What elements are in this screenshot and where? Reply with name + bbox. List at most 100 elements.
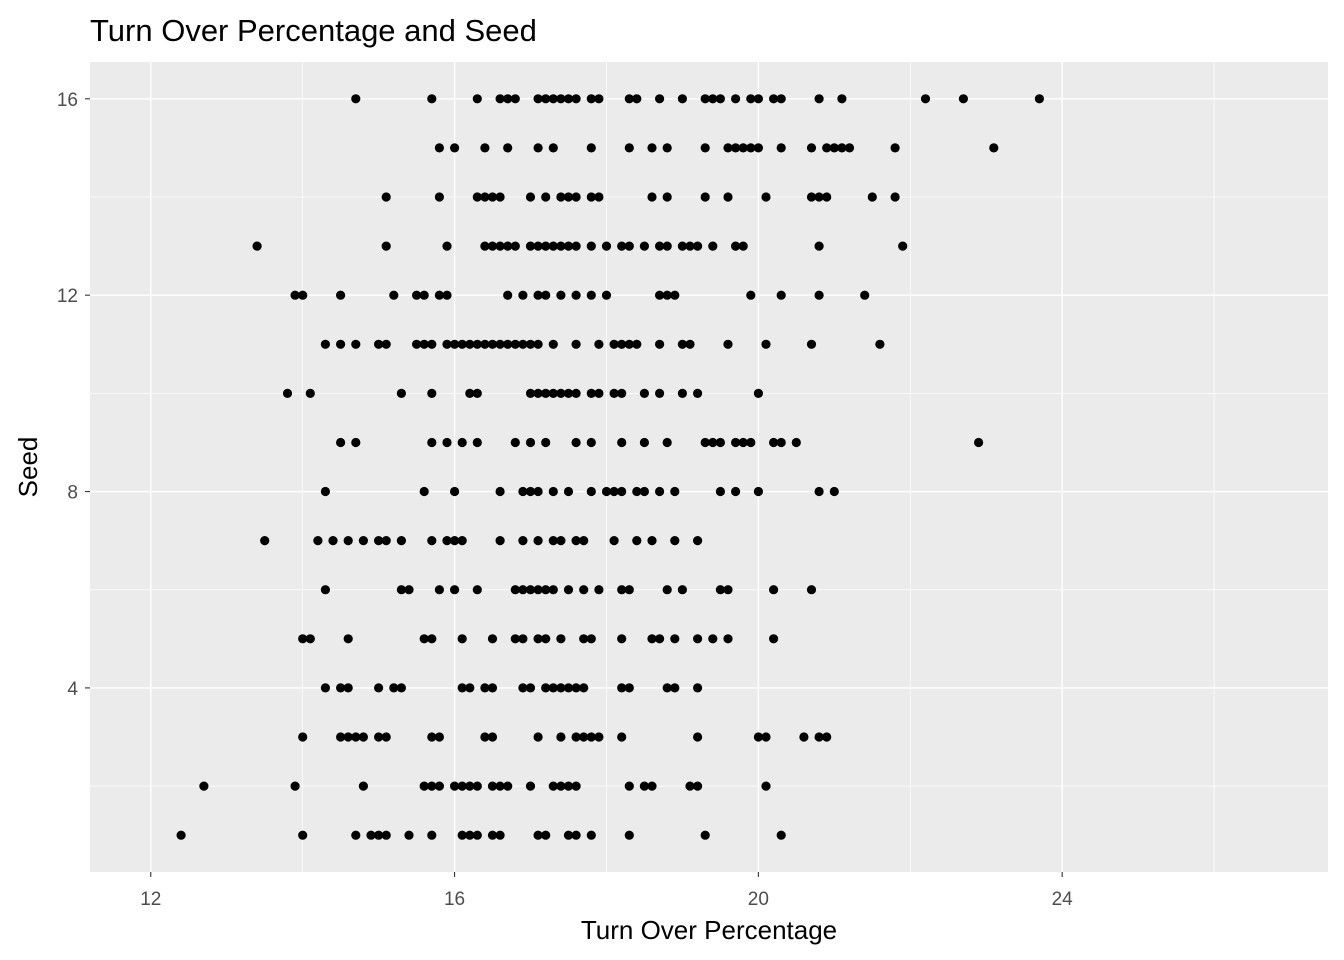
data-point: [381, 192, 391, 202]
data-point: [472, 585, 482, 595]
data-point: [427, 781, 437, 791]
data-point: [624, 683, 634, 693]
data-point: [594, 732, 604, 742]
data-point: [465, 683, 475, 693]
data-point: [518, 683, 528, 693]
data-point: [632, 536, 642, 546]
data-point: [586, 830, 596, 840]
data-point: [715, 585, 726, 595]
data-point: [753, 486, 764, 497]
data-point: [495, 536, 505, 546]
data-point: [298, 634, 308, 644]
data-point: [487, 241, 498, 251]
data-point: [442, 339, 452, 349]
data-point: [541, 241, 551, 251]
data-point: [662, 437, 672, 448]
data-point: [328, 536, 338, 546]
data-point: [677, 388, 688, 398]
data-point: [381, 830, 391, 840]
data-point: [518, 290, 528, 300]
data-point: [700, 143, 710, 153]
data-point: [677, 94, 688, 104]
data-point: [541, 683, 551, 693]
data-point: [708, 94, 718, 104]
data-point: [510, 437, 520, 448]
data-point: [586, 388, 596, 398]
data-point: [450, 536, 460, 546]
data-point: [814, 732, 824, 742]
data-point: [442, 536, 452, 546]
data-point: [814, 486, 824, 497]
data-point: [457, 536, 467, 546]
data-point: [450, 486, 460, 497]
data-point: [533, 732, 543, 742]
data-point: [753, 388, 764, 398]
data-point: [685, 241, 695, 251]
data-point: [336, 437, 346, 448]
data-point: [487, 339, 498, 349]
data-point: [503, 781, 513, 791]
data-point: [723, 192, 733, 202]
data-point: [617, 585, 627, 595]
data-point: [844, 143, 855, 153]
data-point: [829, 486, 839, 497]
data-point: [374, 339, 384, 349]
data-point: [898, 241, 908, 251]
data-point: [336, 290, 346, 300]
data-point: [723, 143, 733, 153]
data-point: [586, 732, 596, 742]
data-point: [518, 585, 528, 595]
data-point: [472, 437, 482, 448]
data-point: [761, 732, 771, 742]
data-point: [176, 830, 186, 840]
data-point: [389, 683, 399, 693]
y-tick-label: 8: [67, 483, 78, 504]
data-point: [624, 94, 634, 104]
data-point: [647, 634, 657, 644]
plot-panel: [90, 62, 1328, 872]
data-point: [533, 290, 543, 300]
data-point: [396, 388, 406, 398]
data-point: [814, 241, 824, 251]
data-point: [617, 339, 627, 349]
data-point: [343, 536, 353, 546]
data-point: [571, 830, 581, 840]
data-point: [419, 781, 429, 791]
data-point: [480, 732, 490, 742]
data-point: [556, 241, 566, 251]
data-point: [465, 339, 475, 349]
data-point: [715, 437, 726, 448]
data-point: [601, 241, 612, 251]
data-point: [677, 339, 688, 349]
data-point: [867, 192, 877, 202]
data-point: [837, 94, 847, 104]
data-point: [298, 830, 308, 840]
data-point: [480, 192, 490, 202]
data-point: [655, 388, 665, 398]
data-point: [442, 290, 452, 300]
data-point: [358, 781, 368, 791]
data-point: [639, 388, 650, 398]
data-point: [434, 290, 444, 300]
data-point: [693, 241, 703, 251]
data-point: [647, 192, 657, 202]
data-point: [700, 192, 710, 202]
data-point: [655, 241, 665, 251]
data-point: [457, 634, 467, 644]
data-point: [503, 143, 513, 153]
data-point: [525, 437, 536, 448]
data-point: [533, 536, 543, 546]
x-tick-label: 24: [1052, 889, 1074, 910]
data-point: [875, 339, 885, 349]
data-point: [579, 536, 589, 546]
data-point: [958, 94, 969, 104]
data-point: [518, 339, 528, 349]
data-point: [776, 143, 786, 153]
data-point: [586, 486, 596, 497]
data-point: [693, 781, 703, 791]
data-point: [510, 241, 520, 251]
data-point: [594, 339, 604, 349]
data-point: [586, 192, 596, 202]
data-point: [639, 781, 650, 791]
data-point: [480, 683, 490, 693]
